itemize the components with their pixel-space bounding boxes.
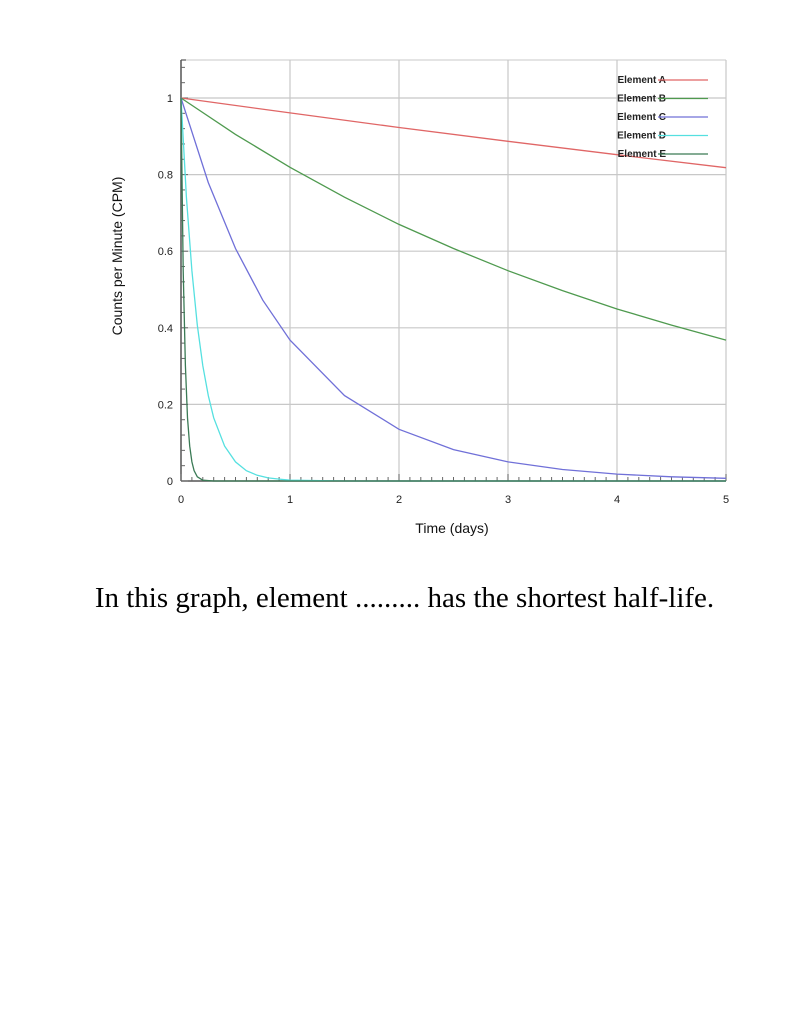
x-tick-label: 0 xyxy=(178,494,184,506)
tick-labels: 0 1 2 3 4 5 0 0.2 0.4 0.6 0.8 1 xyxy=(158,93,729,506)
series-line-element-b xyxy=(180,97,727,341)
series-line-element-c xyxy=(180,97,727,479)
x-tick-label: 5 xyxy=(723,494,729,506)
y-tick-label: 0 xyxy=(167,476,173,488)
x-tick-label: 2 xyxy=(396,494,402,506)
y-axis-title: Counts per Minute (CPM) xyxy=(109,177,125,336)
legend-label-element-e: Element E xyxy=(618,149,667,160)
axes xyxy=(180,59,727,482)
legend-label-element-d: Element D xyxy=(617,131,666,142)
series-line-element-e xyxy=(180,97,726,482)
legend-label-element-c: Element C xyxy=(617,112,666,123)
y-tick-label: 0.8 xyxy=(158,170,173,182)
y-tick-label: 1 xyxy=(167,93,173,105)
y-tick-label: 0.6 xyxy=(158,246,173,258)
legend: Element A Element B Element C Element D Elem… xyxy=(617,75,708,160)
x-tick-label: 3 xyxy=(505,494,511,506)
x-tick-label: 4 xyxy=(614,494,620,506)
y-tick-label: 0.2 xyxy=(158,399,173,411)
series-line-element-a xyxy=(180,97,727,169)
y-tick-label: 0.4 xyxy=(158,323,173,335)
legend-label-element-a: Element A xyxy=(617,75,666,86)
grid-lines xyxy=(181,59,727,481)
series-lines xyxy=(180,97,727,482)
legend-label-element-b: Element B xyxy=(617,94,666,105)
x-tick-label: 1 xyxy=(287,494,293,506)
x-axis-title: Time (days) xyxy=(415,520,488,536)
question-text: In this graph, element ......... has the… xyxy=(94,582,715,614)
